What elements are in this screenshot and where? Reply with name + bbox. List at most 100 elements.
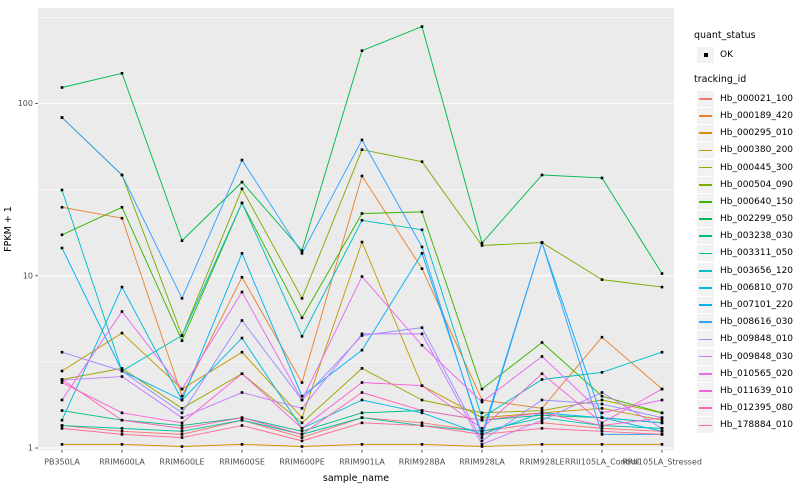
legend-line-swatch <box>699 304 712 306</box>
legend-line-swatch <box>699 269 712 272</box>
legend-key-line <box>697 297 714 314</box>
data-point <box>120 443 124 446</box>
data-point <box>300 316 304 320</box>
data-point <box>660 285 664 289</box>
data-point <box>360 174 364 178</box>
data-point <box>180 334 184 337</box>
data-point <box>240 424 244 427</box>
data-point <box>420 343 424 347</box>
data-point <box>300 436 304 439</box>
legend-item: Hb_010565_020 <box>692 365 800 382</box>
legend-item-label: Hb_000445_300 <box>720 162 794 173</box>
x-tick-label: RRIM600LE <box>159 458 204 467</box>
legend-line-swatch <box>699 287 712 289</box>
data-point <box>480 400 484 404</box>
x-tick-label: RRII105LA_Control <box>565 458 639 467</box>
data-point <box>600 416 604 419</box>
data-point <box>600 402 604 406</box>
data-point <box>600 421 604 425</box>
data-point <box>300 297 304 300</box>
data-point <box>600 335 604 339</box>
legend-key-line <box>697 348 714 365</box>
data-point <box>60 205 64 209</box>
data-point <box>300 421 304 425</box>
legend-key-line <box>697 417 714 434</box>
data-point <box>60 378 64 381</box>
legend-item: Hb_012395_080 <box>692 400 800 417</box>
data-point <box>120 173 124 177</box>
legend-item-label: Hb_003311_050 <box>720 248 794 259</box>
legend-key-line <box>697 125 714 142</box>
data-point <box>600 398 604 402</box>
legend-item-label: Hb_003238_030 <box>720 231 794 242</box>
data-point <box>120 216 124 220</box>
y-tick-label: 1 <box>28 444 33 453</box>
data-point <box>180 411 184 415</box>
legend-item-label: Hb_008616_030 <box>720 317 794 328</box>
legend-line-swatch <box>699 407 712 410</box>
data-point <box>360 212 364 215</box>
legend-item-label: Hb_003656_120 <box>720 265 794 276</box>
data-point <box>240 158 244 162</box>
data-point <box>360 219 364 222</box>
data-point <box>180 239 184 242</box>
data-point <box>60 188 64 192</box>
data-point <box>360 275 364 278</box>
legend-key-line <box>697 159 714 176</box>
data-point <box>360 411 364 415</box>
legend-key-line <box>697 314 714 331</box>
x-tick-label: RRIM600SE <box>219 458 265 467</box>
data-point <box>120 205 124 209</box>
data-point <box>60 443 64 446</box>
data-point <box>360 348 364 352</box>
data-point <box>540 355 544 358</box>
data-point <box>360 332 364 336</box>
data-point <box>360 367 364 370</box>
data-point <box>660 387 664 391</box>
data-point <box>540 427 544 430</box>
data-point <box>120 433 124 436</box>
data-point <box>540 421 544 425</box>
legend-item-label: Hb_006810_070 <box>720 282 794 293</box>
data-point <box>120 310 124 313</box>
data-point <box>360 416 364 419</box>
data-point <box>420 424 424 427</box>
data-point <box>60 381 64 384</box>
data-points <box>60 25 664 448</box>
legend-line-swatch <box>699 321 712 324</box>
data-point <box>660 411 664 415</box>
data-point <box>600 443 604 446</box>
legend-key-line <box>697 176 714 193</box>
x-tick-label: RRII105LA_Stressed <box>622 458 702 467</box>
data-point <box>600 394 604 398</box>
data-point <box>240 391 244 394</box>
point-marker-icon <box>703 52 708 57</box>
data-point <box>360 240 364 244</box>
legend-item-label: Hb_178884_010 <box>720 420 794 431</box>
data-point <box>660 421 664 425</box>
data-point <box>540 413 544 417</box>
legend-key-line <box>697 365 714 382</box>
legend-item: Hb_008616_030 <box>692 314 800 331</box>
data-point <box>420 421 424 425</box>
data-point <box>420 398 424 402</box>
data-point <box>480 439 484 443</box>
data-point <box>420 267 424 270</box>
data-point <box>180 427 184 430</box>
data-point <box>240 319 244 322</box>
data-point <box>360 391 364 394</box>
x-tick-label: RRIM928LE <box>519 458 564 467</box>
legend-key-line <box>697 331 714 348</box>
data-point <box>240 416 244 419</box>
legend-item-label: Hb_011639_010 <box>720 385 794 396</box>
legend-item: Hb_007101_220 <box>692 296 800 314</box>
data-point <box>180 398 184 402</box>
data-point <box>660 272 664 275</box>
legend-item: Hb_011639_010 <box>692 382 800 399</box>
legend-item-label: Hb_000295_010 <box>720 128 794 139</box>
data-point <box>600 411 604 415</box>
y-tick-label: 100 <box>18 99 33 108</box>
data-point <box>120 369 124 373</box>
legend-item-quant-status: OK <box>692 46 800 63</box>
data-point <box>300 381 304 384</box>
